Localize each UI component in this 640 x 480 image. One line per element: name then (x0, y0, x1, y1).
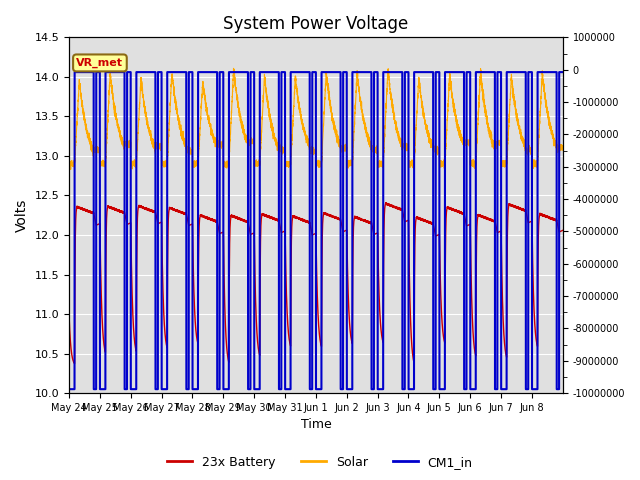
23x Battery (90, 211, 98, 217)
Solar (458, 133, 465, 139)
CM1_in (458, 69, 465, 75)
CM1_in (357, 69, 365, 75)
Legend: 23x Battery, Solar, CM1_in: 23x Battery, Solar, CM1_in (163, 451, 477, 474)
Solar (65, 162, 73, 168)
23x Battery (431, 231, 439, 237)
Solar (431, 144, 439, 150)
Solar (90, 147, 98, 153)
23x Battery (458, 210, 465, 216)
Solar (230, 65, 237, 71)
23x Battery (244, 220, 252, 226)
Title: System Power Voltage: System Power Voltage (223, 15, 408, 33)
23x Battery (559, 228, 566, 233)
23x Battery (65, 311, 73, 317)
Line: 23x Battery: 23x Battery (69, 203, 563, 364)
CM1_in (65, 386, 73, 392)
Text: VR_met: VR_met (76, 58, 124, 68)
CM1_in (379, 386, 387, 392)
Line: Solar: Solar (69, 68, 563, 169)
Solar (244, 140, 252, 145)
Solar (379, 161, 387, 167)
Solar (67, 167, 74, 172)
23x Battery (382, 200, 390, 206)
CM1_in (90, 386, 98, 392)
CM1_in (244, 69, 252, 75)
Y-axis label: Volts: Volts (15, 199, 29, 232)
Solar (358, 105, 365, 110)
CM1_in (431, 386, 439, 392)
X-axis label: Time: Time (301, 419, 332, 432)
23x Battery (357, 217, 365, 223)
Solar (559, 147, 566, 153)
CM1_in (71, 69, 79, 75)
Line: CM1_in: CM1_in (69, 72, 563, 389)
23x Battery (379, 338, 387, 344)
CM1_in (559, 69, 566, 75)
23x Battery (70, 361, 78, 367)
